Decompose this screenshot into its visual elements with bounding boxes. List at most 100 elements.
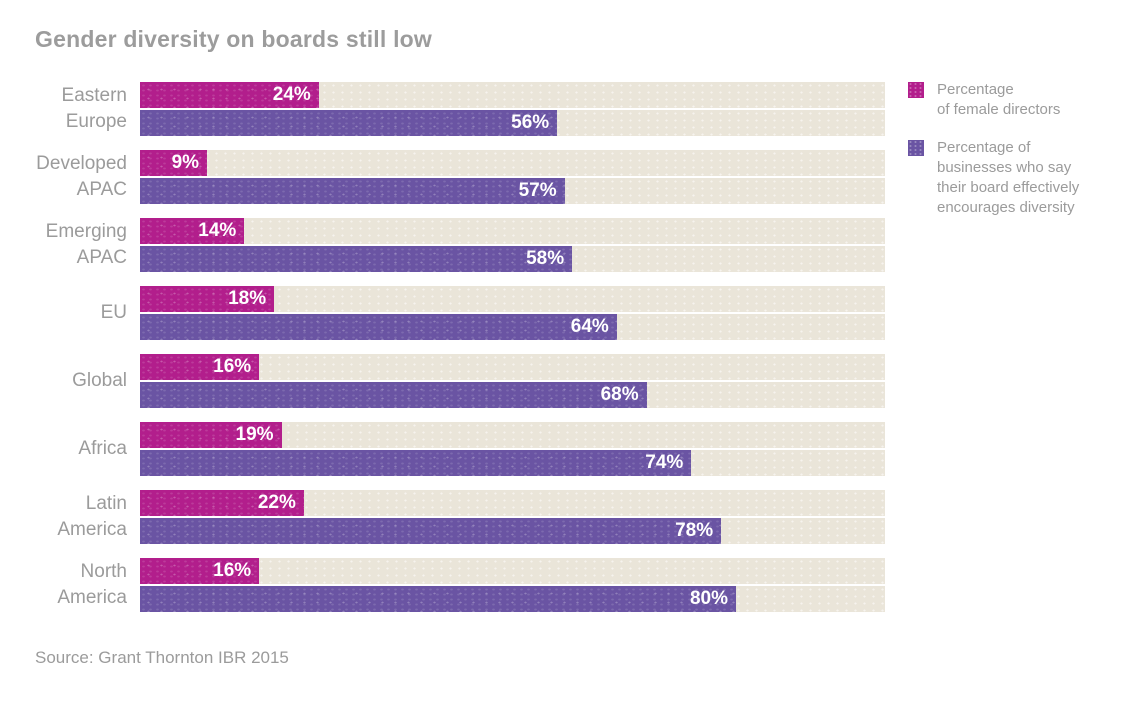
bar-track: 58% bbox=[140, 246, 885, 272]
category-label: Developed APAC bbox=[35, 150, 127, 204]
bar-value-label: 16% bbox=[213, 356, 252, 377]
bar-row: Latin America 22% 78% bbox=[35, 490, 885, 544]
legend-label: Percentage of female directors bbox=[937, 80, 1120, 120]
bar-pair: 18% 64% bbox=[140, 286, 885, 340]
bar-value-label: 74% bbox=[645, 452, 684, 473]
legend-label-line: businesses who say bbox=[937, 159, 1072, 176]
category-label-line: Developed bbox=[36, 153, 127, 174]
bar-track: 57% bbox=[140, 178, 885, 204]
bar-pair: 9% 57% bbox=[140, 150, 885, 204]
bar-female-directors: 16% bbox=[140, 558, 260, 584]
category-label-line: Global bbox=[72, 370, 127, 391]
bar-value-label: 19% bbox=[235, 424, 274, 445]
category-label-line: Europe bbox=[65, 111, 127, 132]
bar-female-directors: 18% bbox=[140, 286, 275, 312]
bar-track: 78% bbox=[140, 518, 885, 544]
bar-track: 64% bbox=[140, 314, 885, 340]
category-label-line: EU bbox=[100, 302, 127, 323]
bar-track: 9% bbox=[140, 150, 885, 176]
legend-label-line: encourages diversity bbox=[937, 199, 1075, 216]
bar-chart: Eastern Europe 24% 56% Developed APAC 9% 57% Eme… bbox=[35, 82, 885, 626]
bar-value-label: 64% bbox=[570, 316, 609, 337]
chart-title: Gender diversity on boards still low bbox=[35, 26, 433, 52]
bar-value-label: 24% bbox=[272, 84, 311, 105]
bar-board-diversity: 56% bbox=[140, 110, 558, 136]
bar-board-diversity: 74% bbox=[140, 450, 692, 476]
legend-item-female-directors: Percentage of female directors bbox=[908, 80, 1120, 120]
bar-track: 56% bbox=[140, 110, 885, 136]
bar-board-diversity: 80% bbox=[140, 586, 736, 612]
bar-value-label: 57% bbox=[518, 180, 557, 201]
category-label-line: Africa bbox=[78, 438, 127, 459]
bar-row: EU 18% 64% bbox=[35, 286, 885, 340]
bar-row: Emerging APAC 14% 58% bbox=[35, 218, 885, 272]
bar-female-directors: 19% bbox=[140, 422, 282, 448]
bar-female-directors: 14% bbox=[140, 218, 245, 244]
category-label-line: America bbox=[57, 519, 127, 540]
source-note: Source: Grant Thornton IBR 2015 bbox=[35, 648, 289, 667]
bar-row: Global 16% 68% bbox=[35, 354, 885, 408]
category-label-line: America bbox=[57, 587, 127, 608]
legend: Percentage of female directors Percentag… bbox=[908, 80, 1120, 236]
category-label-line: APAC bbox=[76, 179, 127, 200]
bar-pair: 14% 58% bbox=[140, 218, 885, 272]
bar-pair: 16% 68% bbox=[140, 354, 885, 408]
chart-rows: Eastern Europe 24% 56% Developed APAC 9% 57% Eme… bbox=[35, 82, 885, 612]
bar-row: Developed APAC 9% 57% bbox=[35, 150, 885, 204]
legend-label-line: their board effectively bbox=[937, 179, 1080, 196]
bar-board-diversity: 58% bbox=[140, 246, 573, 272]
bar-value-label: 18% bbox=[228, 288, 267, 309]
bar-board-diversity: 57% bbox=[140, 178, 565, 204]
bar-female-directors: 16% bbox=[140, 354, 260, 380]
bar-track: 16% bbox=[140, 354, 885, 380]
bar-board-diversity: 68% bbox=[140, 382, 647, 408]
bar-value-label: 68% bbox=[600, 384, 639, 405]
category-label-line: North bbox=[80, 561, 127, 582]
bar-track: 18% bbox=[140, 286, 885, 312]
legend-swatch-female-directors-icon bbox=[908, 82, 924, 98]
category-label: Eastern Europe bbox=[35, 82, 127, 136]
bar-row: Africa 19% 74% bbox=[35, 422, 885, 476]
category-label: EU bbox=[35, 286, 127, 340]
bar-track: 74% bbox=[140, 450, 885, 476]
bar-pair: 24% 56% bbox=[140, 82, 885, 136]
legend-label-line: Percentage bbox=[937, 81, 1014, 98]
bar-track: 22% bbox=[140, 490, 885, 516]
bar-pair: 19% 74% bbox=[140, 422, 885, 476]
bar-track: 14% bbox=[140, 218, 885, 244]
category-label: Global bbox=[35, 354, 127, 408]
bar-board-diversity: 64% bbox=[140, 314, 617, 340]
bar-value-label: 80% bbox=[689, 588, 728, 609]
category-label: Africa bbox=[35, 422, 127, 476]
bar-track: 24% bbox=[140, 82, 885, 108]
category-label-line: Eastern bbox=[61, 85, 127, 106]
bar-value-label: 16% bbox=[213, 560, 252, 581]
bar-track: 16% bbox=[140, 558, 885, 584]
bar-track: 80% bbox=[140, 586, 885, 612]
bar-row: Eastern Europe 24% 56% bbox=[35, 82, 885, 136]
category-label: North America bbox=[35, 558, 127, 612]
bar-pair: 16% 80% bbox=[140, 558, 885, 612]
bar-female-directors: 24% bbox=[140, 82, 319, 108]
legend-swatch-board-diversity-icon bbox=[908, 140, 924, 156]
category-label: Emerging APAC bbox=[35, 218, 127, 272]
legend-label: Percentage of businesses who say their b… bbox=[937, 138, 1120, 218]
bar-value-label: 78% bbox=[675, 520, 714, 541]
bar-female-directors: 22% bbox=[140, 490, 304, 516]
bar-track: 19% bbox=[140, 422, 885, 448]
bar-pair: 22% 78% bbox=[140, 490, 885, 544]
legend-label-line: Percentage of bbox=[937, 139, 1031, 156]
bar-value-label: 9% bbox=[171, 152, 200, 173]
category-label-line: Emerging bbox=[45, 221, 127, 242]
bar-value-label: 56% bbox=[511, 112, 550, 133]
category-label-line: Latin bbox=[85, 493, 127, 514]
legend-item-board-diversity: Percentage of businesses who say their b… bbox=[908, 138, 1120, 218]
bar-female-directors: 9% bbox=[140, 150, 208, 176]
category-label: Latin America bbox=[35, 490, 127, 544]
bar-row: North America 16% 80% bbox=[35, 558, 885, 612]
bar-value-label: 22% bbox=[257, 492, 296, 513]
legend-label-line: of female directors bbox=[937, 101, 1061, 118]
bar-value-label: 14% bbox=[198, 220, 237, 241]
bar-value-label: 58% bbox=[526, 248, 565, 269]
